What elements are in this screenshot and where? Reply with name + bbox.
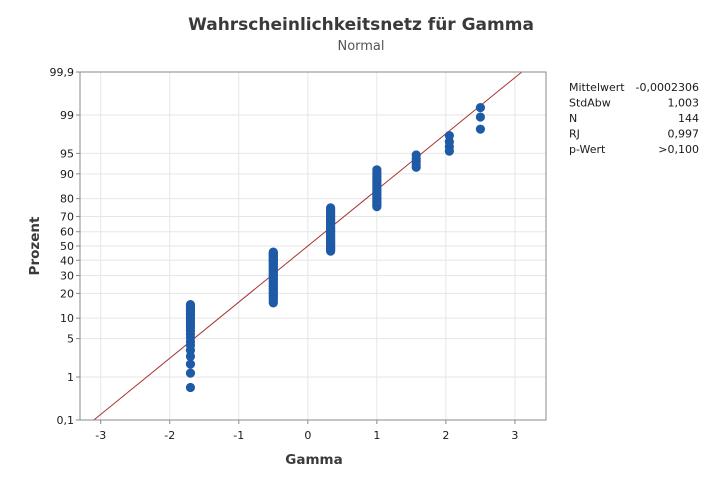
stat-value: >0,100 bbox=[658, 143, 699, 156]
x-tick-label: -2 bbox=[164, 429, 175, 442]
y-tick-label: 1 bbox=[67, 371, 74, 384]
data-point bbox=[268, 247, 278, 257]
x-tick-label: 1 bbox=[373, 429, 380, 442]
stat-value: 144 bbox=[678, 112, 699, 125]
stat-value: 1,003 bbox=[668, 97, 700, 110]
stat-value: 0,997 bbox=[668, 128, 700, 141]
y-tick-label: 10 bbox=[60, 312, 74, 325]
data-point bbox=[326, 203, 336, 213]
stat-value: -0,0002306 bbox=[636, 81, 699, 94]
x-axis-label: Gamma bbox=[285, 452, 342, 468]
y-tick-label: 95 bbox=[60, 147, 74, 160]
y-tick-label: 80 bbox=[60, 193, 74, 206]
stat-label: RJ bbox=[569, 128, 580, 141]
x-tick-label: -3 bbox=[95, 429, 106, 442]
fit-line-group bbox=[93, 71, 523, 421]
data-point bbox=[185, 368, 196, 378]
x-tick-label: 2 bbox=[442, 429, 449, 442]
stat-label: Mittelwert bbox=[569, 81, 625, 94]
data-point bbox=[185, 382, 196, 393]
stat-label: StdAbw bbox=[569, 97, 611, 110]
y-tick-label: 60 bbox=[60, 226, 74, 239]
grid bbox=[80, 71, 546, 421]
data-point bbox=[444, 131, 454, 141]
y-tick-label: 30 bbox=[60, 270, 74, 283]
x-tick-label: 3 bbox=[511, 429, 518, 442]
y-tick-label: 5 bbox=[67, 333, 74, 346]
y-tick-label: 99,9 bbox=[50, 66, 75, 79]
y-tick-label: 20 bbox=[60, 287, 74, 300]
y-tick-label: 50 bbox=[60, 240, 74, 253]
y-tick-label: 70 bbox=[60, 210, 74, 223]
data-point bbox=[185, 299, 196, 310]
data-point bbox=[475, 103, 486, 113]
y-tick-label: 99 bbox=[60, 109, 74, 122]
y-axis-label: Prozent bbox=[27, 216, 43, 275]
data-point bbox=[411, 150, 421, 160]
y-tick-label: 40 bbox=[60, 254, 74, 267]
data-point bbox=[475, 112, 486, 122]
stat-label: p-Wert bbox=[569, 143, 606, 156]
x-tick-label: -1 bbox=[233, 429, 244, 442]
data-point bbox=[372, 165, 382, 175]
data-points bbox=[185, 103, 486, 393]
x-ticks: -3 -2 -1 0 1 2 3 bbox=[95, 420, 518, 442]
data-point bbox=[185, 359, 196, 369]
stats-table: Mittelwert -0,0002306 StdAbw 1,003 N 144 RJ 0,9… bbox=[569, 81, 699, 156]
chart-subtitle: Normal bbox=[337, 39, 384, 54]
chart-title: Wahrscheinlichkeitsnetz für Gamma bbox=[188, 15, 534, 35]
y-tick-label: 0,1 bbox=[57, 414, 75, 427]
y-tick-label: 90 bbox=[60, 168, 74, 181]
x-tick-label: 0 bbox=[304, 429, 311, 442]
data-point bbox=[475, 124, 486, 134]
fit-line bbox=[93, 71, 523, 421]
stat-label: N bbox=[569, 112, 577, 125]
